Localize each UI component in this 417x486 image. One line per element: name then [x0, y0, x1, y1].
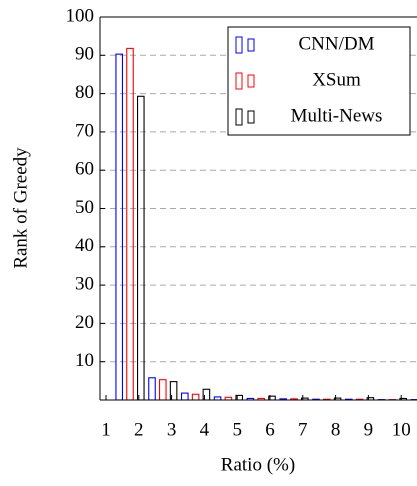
y-tick-label: 70 [75, 120, 94, 141]
x-tick-label: 7 [298, 419, 308, 440]
y-tick-label: 30 [75, 273, 94, 294]
bar [149, 378, 156, 400]
bar [192, 394, 199, 400]
x-tick-label: 4 [200, 419, 210, 440]
y-tick-label: 90 [75, 44, 94, 65]
x-tick-label: 2 [134, 419, 144, 440]
legend-label: XSum [312, 69, 361, 90]
x-tick-label: 10 [392, 419, 411, 440]
bar [127, 48, 134, 400]
x-tick-label: 1 [101, 419, 111, 440]
y-tick-label: 50 [75, 197, 94, 218]
x-tick-label: 8 [331, 419, 341, 440]
x-tick-label: 5 [232, 419, 242, 440]
x-tick-label: 3 [167, 419, 177, 440]
x-tick-label: 9 [364, 419, 374, 440]
y-tick-label: 20 [75, 312, 94, 333]
y-tick-label: 100 [66, 5, 95, 26]
bar [182, 393, 189, 400]
legend-label: CNN/DM [298, 33, 374, 54]
y-tick-label: 10 [75, 350, 94, 371]
bar [138, 96, 145, 400]
x-tick-label: 6 [265, 419, 275, 440]
legend-label: Multi-News [291, 105, 383, 126]
y-tick-label: 80 [75, 82, 94, 103]
y-tick-label: 40 [75, 235, 94, 256]
x-axis-label: Ratio (%) [221, 454, 295, 475]
bar [116, 54, 123, 400]
y-axis-label: Rank of Greedy [10, 147, 31, 269]
y-tick-label: 60 [75, 159, 94, 180]
bar [160, 380, 167, 400]
